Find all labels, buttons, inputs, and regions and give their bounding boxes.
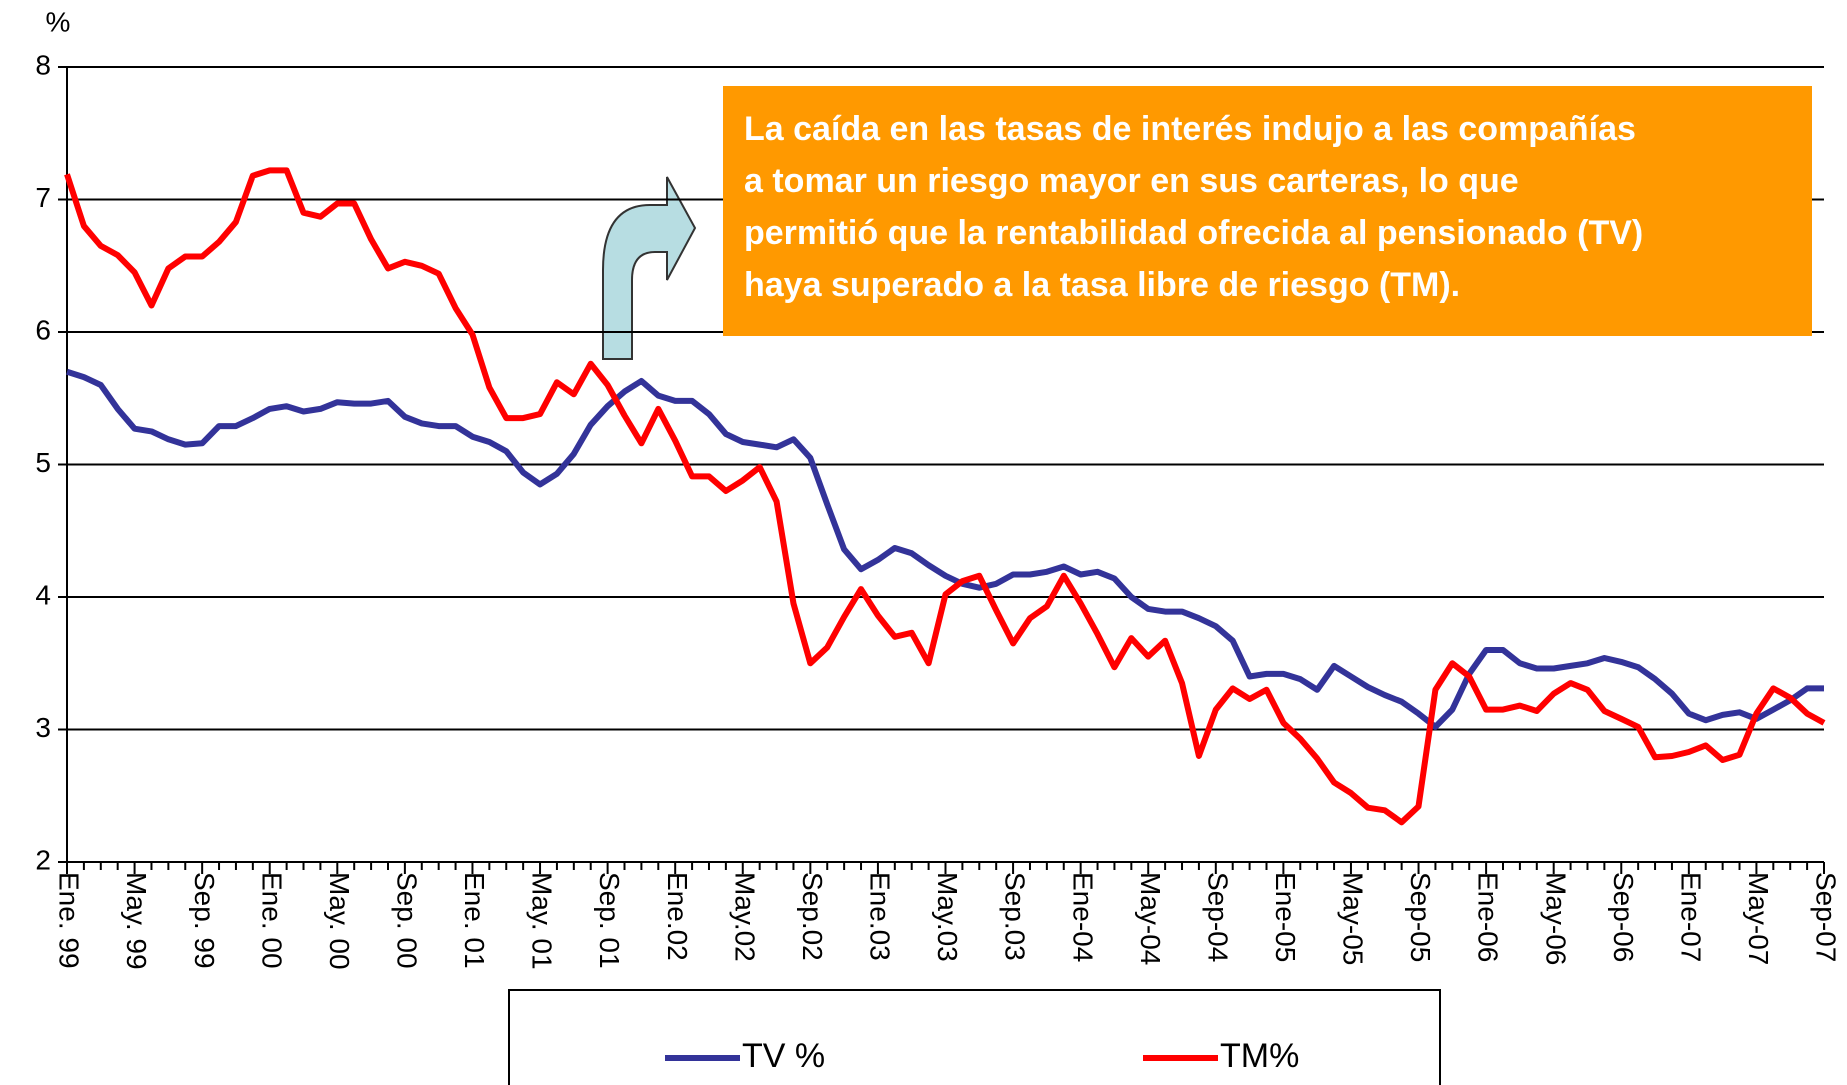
x-tick-label: May-04: [1135, 872, 1166, 965]
line-series: [66, 368, 1824, 730]
x-tick-label: Ene-05: [1270, 872, 1301, 962]
x-tick-label: Ene-06: [1473, 872, 1504, 962]
x-tick-label: Sep. 01: [594, 872, 625, 969]
legend-label: TM%: [1220, 1037, 1299, 1075]
y-tick-label: 6: [35, 314, 51, 345]
x-tick-label: May.03: [932, 872, 963, 962]
x-tick-label: Sep.02: [797, 872, 828, 961]
y-tick-label: 4: [35, 579, 51, 610]
y-tick-label: 3: [35, 712, 51, 743]
x-tick-label: May. 01: [527, 872, 558, 970]
x-tick-label: Ene. 00: [256, 872, 287, 969]
y-axis-label: %: [46, 6, 71, 37]
x-tick-label: Ene-04: [1067, 872, 1098, 962]
x-tick-label: Ene.02: [662, 872, 693, 961]
x-tick-label: Sep. 99: [189, 872, 220, 969]
x-tick-label: Ene. 01: [459, 872, 490, 969]
annotation-text: haya superado a la tasa libre de riesgo …: [744, 266, 1460, 304]
y-tick-label: 8: [35, 49, 51, 80]
x-tick-label: Ene-07: [1675, 872, 1706, 962]
y-tick-label: 2: [35, 844, 51, 875]
x-tick-label: May-06: [1540, 872, 1571, 965]
legend-label: TV %: [742, 1037, 825, 1075]
x-tick-label: May. 99: [121, 872, 152, 970]
x-tick-label: May.02: [729, 872, 760, 962]
x-tick-label: Sep-04: [1202, 872, 1233, 962]
annotation-text: La caída en las tasas de interés indujo …: [744, 110, 1636, 148]
y-tick-label: 7: [35, 182, 51, 213]
line-series: [64, 167, 1826, 826]
x-tick-label: Ene. 99: [54, 872, 85, 969]
arrow: [602, 176, 697, 360]
y-tick-label: 5: [35, 447, 51, 478]
legend-box: [508, 989, 1441, 1085]
annotation-text: a tomar un riesgo mayor en sus carteras,…: [744, 162, 1519, 200]
x-tick-label: Sep-06: [1608, 872, 1639, 962]
x-tick-label: May-07: [1743, 872, 1774, 965]
x-tick-label: Ene.03: [865, 872, 896, 961]
legend: TV % TM%: [508, 989, 1441, 1085]
annotation-text: permitió que la rentabilidad ofrecida al…: [744, 214, 1643, 252]
annotation-box: [723, 86, 1812, 336]
x-tick-label: May. 00: [324, 872, 355, 970]
x-tick-label: May-05: [1338, 872, 1369, 965]
x-tick-label: Sep-05: [1405, 872, 1436, 962]
x-tick-label: Sep-07: [1811, 872, 1842, 962]
x-tick-label: Sep. 00: [391, 872, 422, 969]
x-tick-label: Sep.03: [1000, 872, 1031, 961]
